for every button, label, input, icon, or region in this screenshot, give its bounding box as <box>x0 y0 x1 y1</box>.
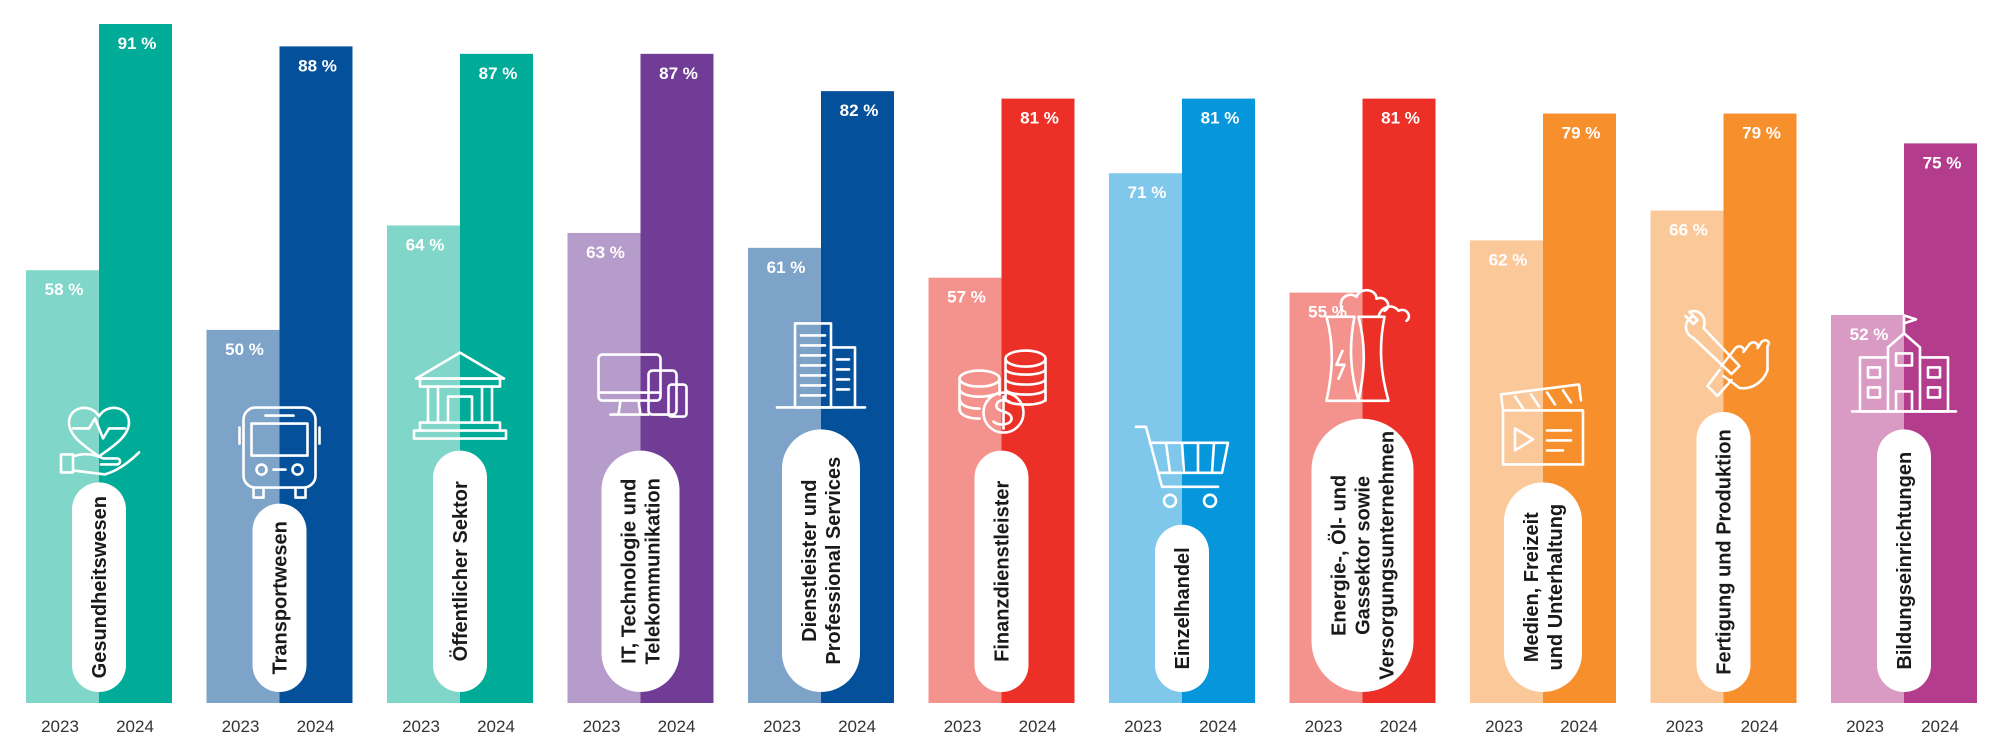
category-label: Dienstleister und Professional Services <box>799 457 845 665</box>
data-label-2024: 81 % <box>1201 109 1240 128</box>
bus-icon <box>238 406 321 499</box>
data-label-2024: 79 % <box>1562 124 1601 143</box>
year-label-2024: 2024 <box>1380 717 1418 736</box>
data-label-2024: 82 % <box>840 101 879 120</box>
category-group: 64 % 87 % 2023 2024 Öffentlicher Sektor <box>387 53 533 736</box>
data-label-2023: 71 % <box>1128 183 1167 202</box>
category-label: Einzelhandel <box>1172 547 1194 669</box>
category-label: Gesundheitswesen <box>89 496 111 678</box>
category-label-pill <box>782 429 860 692</box>
category-group: 52 % 75 % 2023 2024 Bildungseinrichtungen <box>1831 143 1977 736</box>
power-plant-icon <box>1325 289 1411 403</box>
category-group: 62 % 79 % 2023 2024 Medien, Freizeit und Unte… <box>1470 113 1616 736</box>
data-label-2023: 63 % <box>586 243 625 262</box>
category-label-pill <box>252 503 307 692</box>
year-label-2024: 2024 <box>838 717 876 736</box>
category-label-pill <box>1877 429 1931 692</box>
clapperboard-icon <box>1499 383 1585 466</box>
data-label-2023: 50 % <box>225 340 264 359</box>
category-label-pill <box>1311 418 1414 692</box>
data-label-2023: 58 % <box>45 280 84 299</box>
category-label-pill <box>1155 524 1209 692</box>
category-group: 58 % 91 % 2023 2024 Gesundheitswesen <box>26 24 172 736</box>
government-building-icon <box>412 351 508 440</box>
data-label-2024: 75 % <box>1923 153 1962 172</box>
devices-icon <box>597 353 688 418</box>
year-label-2023: 2023 <box>763 717 801 736</box>
year-label-2023: 2023 <box>222 717 260 736</box>
data-label-2024: 91 % <box>118 34 157 53</box>
shopping-cart-icon <box>1134 425 1230 509</box>
category-label-pill <box>1504 482 1582 692</box>
category-label: Fertigung und Produktion <box>1714 429 1736 675</box>
year-label-2023: 2023 <box>402 717 440 736</box>
data-label-2024: 87 % <box>479 64 518 83</box>
year-label-2024: 2024 <box>658 717 696 736</box>
category-group: 63 % 87 % 2023 2024 IT, Technologie und Telek… <box>567 53 714 736</box>
coins-icon <box>958 349 1047 434</box>
category-label-pill <box>601 450 680 692</box>
year-label-2023: 2023 <box>1485 717 1523 736</box>
year-label-2024: 2024 <box>1741 717 1779 736</box>
year-label-2024: 2024 <box>116 717 154 736</box>
category-label: IT, Technologie und Telekommunikation <box>619 478 665 664</box>
data-label-2023: 57 % <box>947 288 986 307</box>
data-label-2024: 79 % <box>1742 124 1781 143</box>
category-group: 66 % 79 % 2023 2024 Fertigung und Produktion <box>1650 113 1797 736</box>
year-label-2023: 2023 <box>1305 717 1343 736</box>
category-group: 71 % 81 % 2023 2024 Einzelhandel <box>1109 98 1255 736</box>
category-group: 50 % 88 % 2023 2024 Transportwesen <box>206 46 353 736</box>
year-label-2023: 2023 <box>1666 717 1704 736</box>
year-label-2023: 2023 <box>1846 717 1884 736</box>
office-building-icon <box>775 322 867 409</box>
category-label-pill <box>1696 412 1751 692</box>
year-label-2024: 2024 <box>1921 717 1959 736</box>
year-label-2024: 2024 <box>1560 717 1598 736</box>
year-label-2024: 2024 <box>1199 717 1237 736</box>
data-label-2024: 87 % <box>659 64 698 83</box>
year-label-2023: 2023 <box>41 717 79 736</box>
category-label-pill <box>433 450 487 692</box>
category-label-pill <box>72 482 126 692</box>
school-building-icon <box>1850 314 1958 413</box>
data-label-2023: 61 % <box>767 258 806 277</box>
category-label: Bildungseinrichtungen <box>1894 452 1916 670</box>
year-label-2023: 2023 <box>944 717 982 736</box>
category-label: Finanzdienstleister <box>992 481 1014 662</box>
heart-hand-icon <box>59 406 141 476</box>
year-label-2024: 2024 <box>477 717 515 736</box>
data-label-2023: 52 % <box>1850 325 1889 344</box>
data-label-2024: 88 % <box>298 56 337 75</box>
category-label-pill <box>974 450 1029 692</box>
year-label-2024: 2024 <box>297 717 335 736</box>
year-label-2023: 2023 <box>1124 717 1162 736</box>
wrench-hand-icon <box>1684 309 1771 398</box>
data-label-2024: 81 % <box>1020 109 1059 128</box>
year-label-2023: 2023 <box>583 717 621 736</box>
category-label: Transportwesen <box>270 521 292 674</box>
category-label: Öffentlicher Sektor <box>449 481 472 661</box>
year-label-2024: 2024 <box>1019 717 1057 736</box>
category-label: Medien, Freizeit und Unterhaltung <box>1521 504 1567 671</box>
category-group: 57 % 81 % 2023 2024 Finanzdienstleister <box>928 98 1075 736</box>
data-label-2023: 64 % <box>406 235 445 254</box>
category-group: 61 % 82 % 2023 2024 Dienstleister und Profess… <box>748 91 894 736</box>
data-label-2023: 62 % <box>1489 250 1528 269</box>
category-label: Energie-, Öl- und Gassektor sowie Versorgu… <box>1328 431 1399 680</box>
data-label-2024: 81 % <box>1381 109 1420 128</box>
data-label-2023: 66 % <box>1669 221 1708 240</box>
